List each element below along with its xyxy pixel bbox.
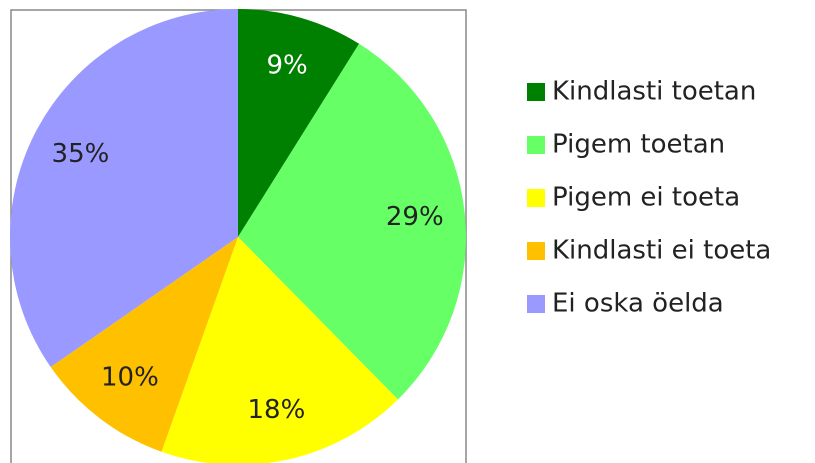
data-label: 18% bbox=[248, 395, 306, 425]
data-label: 10% bbox=[101, 363, 159, 393]
legend-label: Kindlasti toetan bbox=[552, 77, 756, 107]
pie-slice bbox=[50, 237, 239, 452]
data-label: 35% bbox=[52, 139, 110, 169]
legend-label: Pigem toetan bbox=[552, 130, 725, 160]
legend-swatch bbox=[527, 189, 545, 207]
legend-label: Kindlasti ei toeta bbox=[552, 236, 771, 266]
pie-slice bbox=[161, 237, 398, 463]
legend-swatch bbox=[527, 295, 545, 313]
data-label: 29% bbox=[386, 202, 444, 232]
pie-slice bbox=[238, 9, 360, 237]
legend-label: Ei oska öelda bbox=[552, 289, 724, 319]
legend-swatch bbox=[527, 242, 545, 260]
pie-slice bbox=[238, 43, 467, 400]
legend-swatch bbox=[527, 136, 545, 154]
legend-label: Pigem ei toeta bbox=[552, 183, 740, 213]
data-label: 9% bbox=[267, 51, 308, 81]
legend-swatch bbox=[527, 83, 545, 101]
pie-slice bbox=[9, 9, 239, 367]
